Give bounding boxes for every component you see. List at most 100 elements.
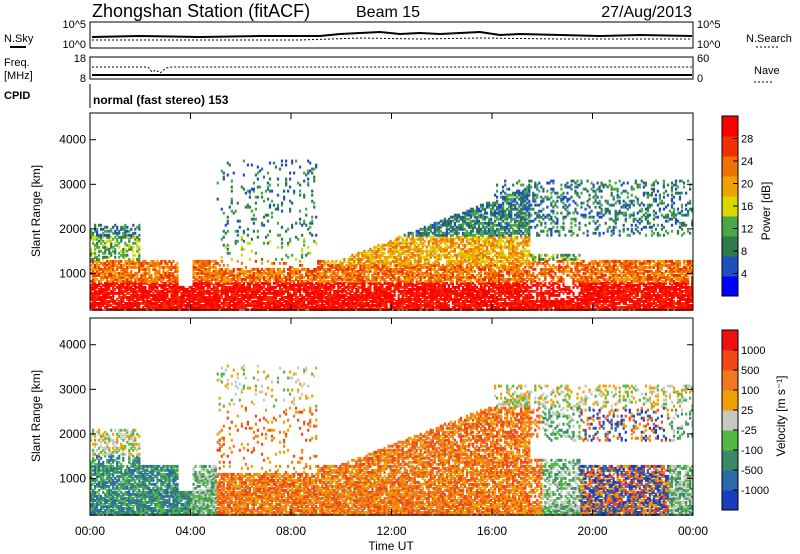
power-cell: [371, 265, 374, 269]
power-cell: [104, 300, 107, 303]
power-cell: [429, 277, 432, 281]
power-cell: [116, 275, 119, 279]
power-cell: [319, 298, 322, 301]
power-cell: [258, 271, 261, 275]
power-cell: [204, 263, 207, 267]
power-cell: [355, 281, 358, 285]
power-cell: [230, 199, 233, 203]
power-cell: [94, 296, 97, 299]
power-cell: [395, 277, 398, 281]
power-cell: [369, 296, 372, 299]
power-cell: [188, 306, 191, 309]
power-cell: [307, 159, 310, 163]
power-cell: [361, 253, 364, 257]
power-cell: [272, 203, 276, 207]
power-cell: [479, 247, 483, 251]
power-cell: [391, 298, 394, 301]
power-cell: [124, 261, 127, 265]
beam-label: Beam 15: [356, 4, 420, 21]
power-cell: [463, 267, 467, 271]
power-cell: [389, 291, 392, 295]
power-cell: [375, 255, 378, 259]
power-cell: [339, 289, 342, 293]
power-cell: [104, 291, 107, 295]
power-cell: [409, 283, 412, 287]
power-cell: [293, 285, 296, 289]
power-cell: [236, 296, 239, 299]
power-cell: [258, 283, 261, 287]
power-cell: [331, 271, 334, 275]
power-cell: [138, 233, 141, 237]
power-cell: [240, 306, 243, 309]
power-cell: [333, 269, 336, 273]
power-cell: [256, 185, 259, 189]
power-cell: [118, 259, 121, 263]
power-cell: [317, 289, 320, 293]
power-cell: [283, 197, 286, 201]
power-cell: [417, 263, 420, 267]
power-cell: [351, 271, 354, 275]
freq-label: Freq.: [4, 57, 30, 69]
power-cell: [208, 265, 211, 269]
power-cell: [329, 308, 332, 311]
power-cell: [164, 294, 167, 297]
power-cell: [158, 271, 161, 275]
power-cell: [228, 287, 231, 291]
power-cell: [319, 308, 322, 311]
power-cell: [124, 235, 127, 239]
power-cell: [232, 296, 235, 299]
power-cell: [138, 255, 141, 259]
power-cell: [276, 275, 280, 279]
power-cell: [204, 302, 207, 305]
power-cell: [323, 261, 326, 265]
power-cell: [100, 296, 103, 299]
power-cell: [311, 167, 314, 171]
power-cell: [280, 241, 284, 245]
power-cell: [425, 249, 428, 253]
power-cell: [178, 296, 181, 299]
power-cell: [377, 281, 380, 285]
power-cell: [397, 294, 400, 297]
power-cell: [373, 285, 376, 289]
power-cell: [343, 275, 346, 279]
power-cell: [395, 249, 398, 253]
power-cell: [208, 308, 211, 311]
power-cell: [345, 279, 348, 283]
power-cell: [459, 289, 462, 293]
power-cell: [357, 255, 360, 259]
power-cell: [208, 263, 211, 267]
power-cell: [136, 259, 139, 263]
power-cell: [379, 281, 382, 285]
power-cell: [293, 171, 296, 175]
power-cell: [94, 279, 97, 283]
power-cell: [176, 285, 179, 289]
power-cell: [126, 289, 129, 293]
power-cell: [156, 304, 159, 307]
power-cell: [457, 298, 460, 301]
power-cell: [337, 294, 340, 297]
power-cell: [305, 173, 308, 177]
power-cell: [150, 294, 153, 297]
power-cell: [256, 271, 259, 275]
power-cell: [222, 291, 225, 295]
power-cell: [411, 302, 414, 305]
power-cell: [238, 289, 241, 293]
power-cell: [268, 279, 272, 283]
power-cell: [429, 281, 432, 285]
power-cell: [419, 249, 422, 253]
power-cell: [94, 251, 97, 255]
power-cell: [421, 271, 424, 275]
power-cell: [305, 281, 308, 285]
power-cell: [264, 294, 268, 297]
power-cell: [403, 277, 406, 281]
power-cell: [385, 296, 388, 299]
power-cell: [146, 298, 149, 301]
power-cell: [443, 217, 446, 221]
power-cell: [365, 308, 368, 311]
power-cell: [475, 215, 479, 219]
power-cell: [313, 294, 316, 297]
power-cell: [405, 296, 408, 299]
power-cell: [305, 269, 308, 273]
power-cell: [106, 283, 109, 287]
power-cell: [118, 291, 121, 295]
